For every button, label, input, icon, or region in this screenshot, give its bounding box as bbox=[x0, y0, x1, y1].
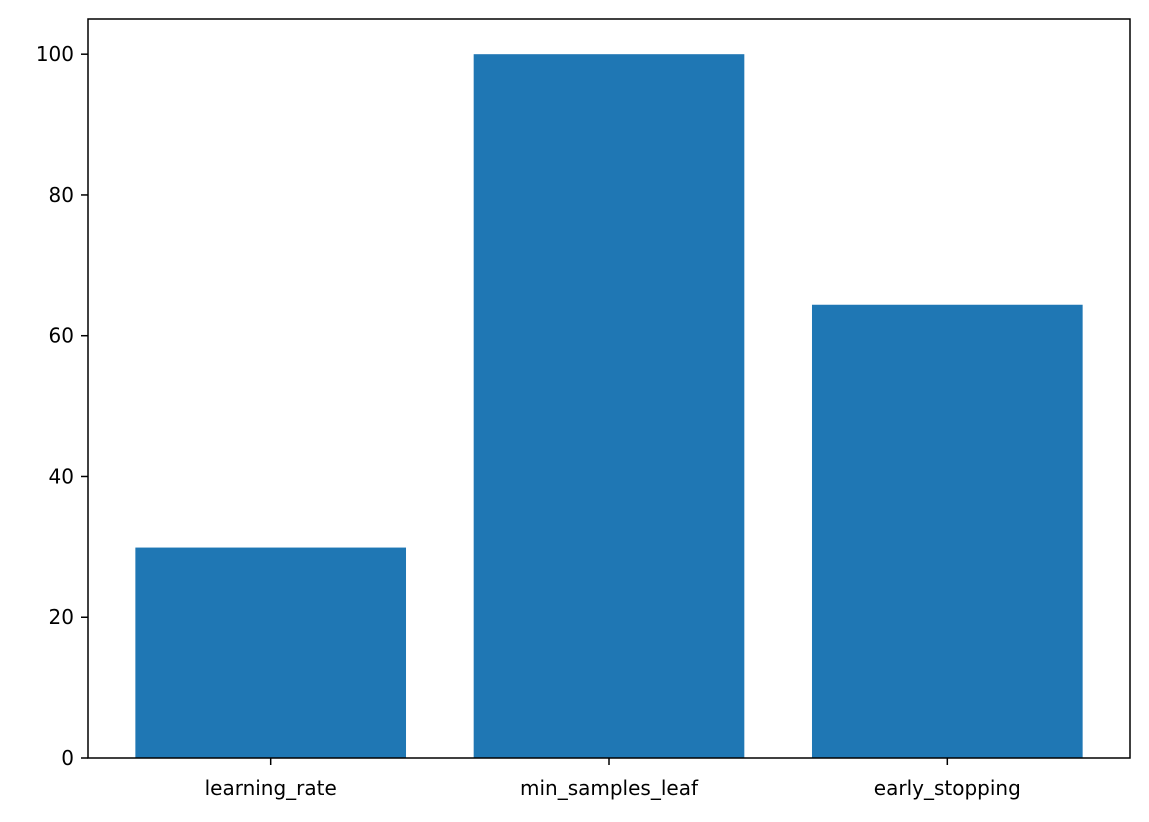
x-axis-ticks: learning_rate min_samples_leaf early_stopp… bbox=[205, 758, 1021, 800]
bar-early-stopping bbox=[811, 304, 1083, 758]
bar-learning-rate bbox=[135, 547, 407, 758]
bar-min-samples-leaf bbox=[473, 54, 745, 758]
y-tick-label: 100 bbox=[36, 42, 74, 66]
y-tick-label: 80 bbox=[49, 183, 74, 207]
y-tick-label: 0 bbox=[61, 746, 74, 770]
y-tick-label: 60 bbox=[49, 324, 74, 348]
bars-layer bbox=[135, 54, 1083, 758]
y-tick-label: 40 bbox=[49, 464, 74, 488]
y-axis-ticks: 0 20 40 60 80 100 bbox=[36, 42, 88, 770]
x-tick-label: min_samples_leaf bbox=[520, 776, 699, 800]
x-tick-label: early_stopping bbox=[874, 776, 1021, 800]
plot-frame bbox=[87, 18, 1131, 759]
x-tick-label: learning_rate bbox=[205, 776, 337, 800]
y-tick-label: 20 bbox=[49, 605, 74, 629]
